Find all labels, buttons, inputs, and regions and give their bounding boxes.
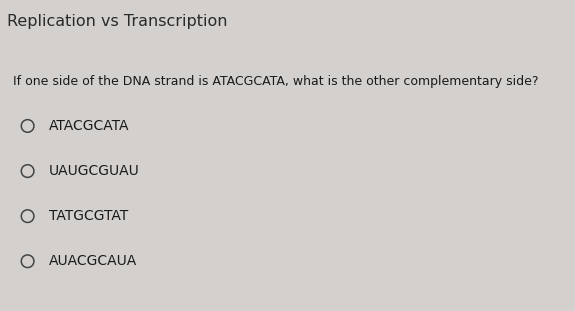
Text: If one side of the DNA strand is ATACGCATA, what is the other complementary side: If one side of the DNA strand is ATACGCA… (13, 75, 538, 88)
Text: ATACGCATA: ATACGCATA (49, 119, 129, 133)
Text: TATGCGTAT: TATGCGTAT (49, 209, 128, 223)
Text: Replication vs Transcription: Replication vs Transcription (7, 14, 227, 29)
Text: AUACGCAUA: AUACGCAUA (49, 254, 137, 268)
Text: UAUGCGUAU: UAUGCGUAU (49, 164, 140, 178)
